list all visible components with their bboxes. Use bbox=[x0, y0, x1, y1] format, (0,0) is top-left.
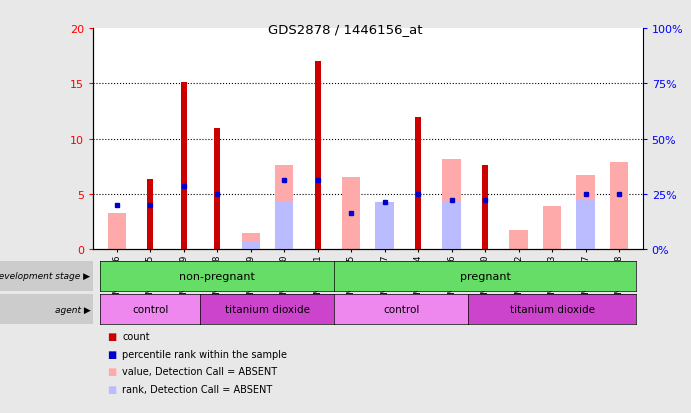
Bar bbox=[314, 62, 321, 250]
Bar bbox=[442, 159, 461, 250]
Bar bbox=[342, 178, 361, 250]
Text: ■: ■ bbox=[107, 349, 116, 359]
Bar bbox=[275, 166, 294, 250]
Text: GDS2878 / 1446156_at: GDS2878 / 1446156_at bbox=[268, 23, 423, 36]
Text: rank, Detection Call = ABSENT: rank, Detection Call = ABSENT bbox=[122, 384, 272, 394]
Text: titanium dioxide: titanium dioxide bbox=[225, 304, 310, 314]
Bar bbox=[543, 207, 561, 250]
Bar bbox=[610, 163, 628, 250]
Text: control: control bbox=[384, 304, 419, 314]
Bar bbox=[242, 241, 260, 250]
Bar bbox=[275, 202, 294, 250]
Text: non-pregnant: non-pregnant bbox=[179, 271, 255, 281]
Text: control: control bbox=[132, 304, 169, 314]
Bar bbox=[108, 214, 126, 250]
Text: count: count bbox=[122, 332, 150, 342]
Bar bbox=[576, 176, 595, 250]
Bar bbox=[482, 166, 489, 250]
Text: titanium dioxide: titanium dioxide bbox=[510, 304, 595, 314]
Text: pregnant: pregnant bbox=[460, 271, 511, 281]
Text: percentile rank within the sample: percentile rank within the sample bbox=[122, 349, 287, 359]
Bar bbox=[375, 202, 394, 250]
Bar bbox=[147, 179, 153, 250]
Text: agent ▶: agent ▶ bbox=[55, 305, 91, 314]
Text: ■: ■ bbox=[107, 384, 116, 394]
Bar bbox=[214, 128, 220, 250]
Bar bbox=[181, 83, 187, 250]
Bar bbox=[442, 202, 461, 250]
Bar bbox=[415, 117, 422, 250]
Text: ■: ■ bbox=[107, 366, 116, 376]
Text: value, Detection Call = ABSENT: value, Detection Call = ABSENT bbox=[122, 366, 277, 376]
Text: development stage ▶: development stage ▶ bbox=[0, 272, 91, 281]
Bar bbox=[242, 233, 260, 250]
Bar bbox=[576, 200, 595, 250]
Bar bbox=[509, 230, 528, 250]
Text: ■: ■ bbox=[107, 332, 116, 342]
